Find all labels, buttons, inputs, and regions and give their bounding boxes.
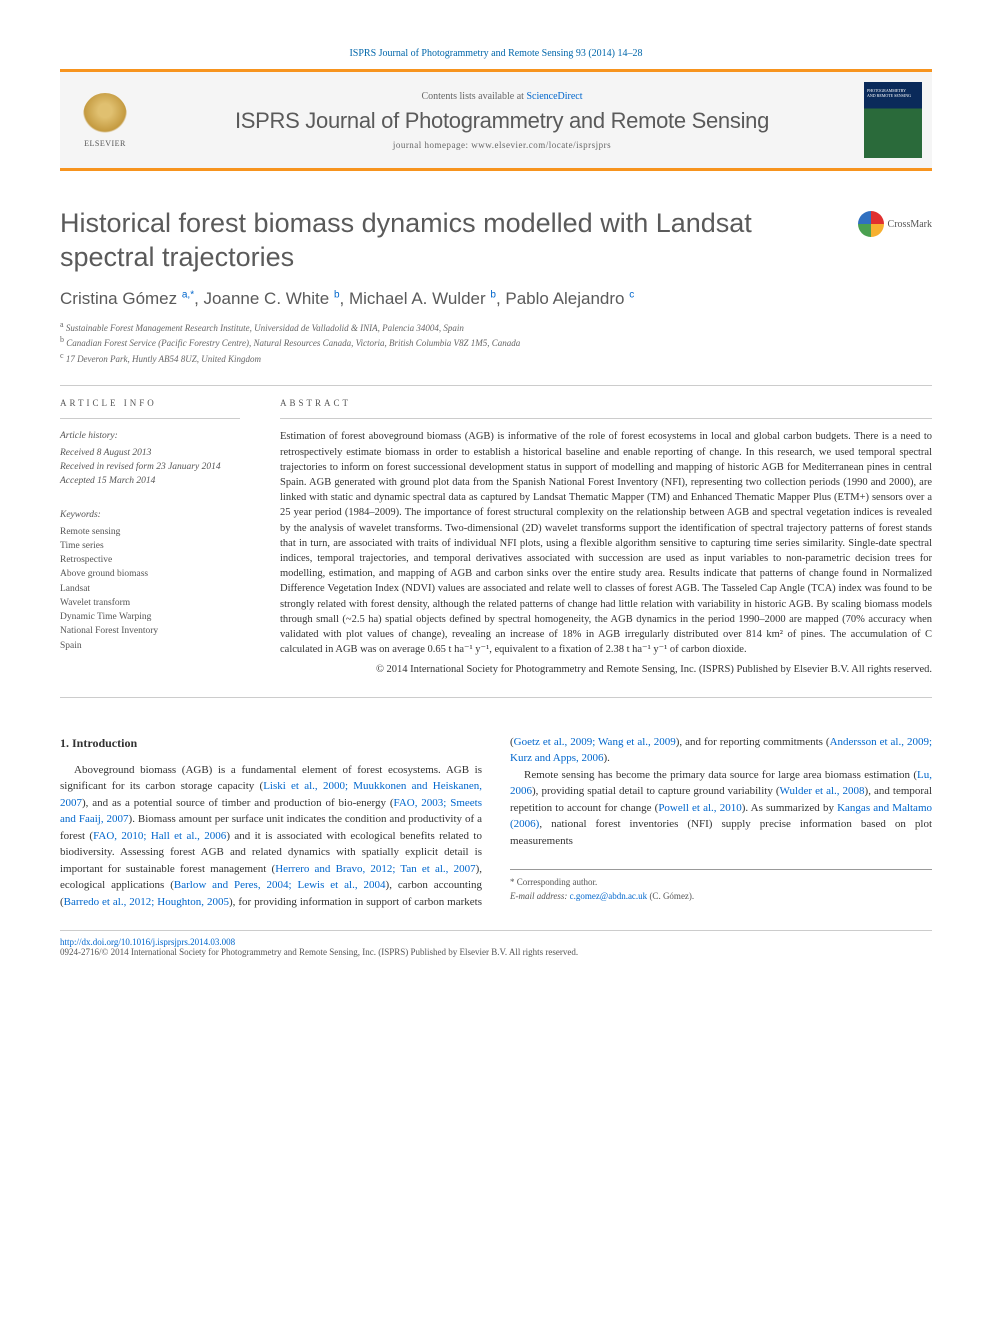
- journal-homepage: journal homepage: www.elsevier.com/locat…: [150, 140, 854, 150]
- corr-name: (C. Gómez).: [647, 891, 694, 901]
- body-text: ).: [604, 752, 610, 764]
- authors-line: Cristina Gómez a,*, Joanne C. White b, M…: [60, 289, 932, 309]
- crossmark-label: CrossMark: [888, 219, 932, 230]
- corr-label: * Corresponding author.: [510, 876, 932, 890]
- section-heading: 1. Introduction: [60, 734, 482, 752]
- keywords-label: Keywords:: [60, 508, 240, 522]
- elsevier-tree-icon: [83, 93, 127, 137]
- citation-link[interactable]: Powell et al., 2010: [658, 802, 741, 814]
- contents-text: Contents lists available at: [421, 91, 526, 102]
- citation-link[interactable]: Barredo et al., 2012; Houghton, 2005: [64, 896, 229, 908]
- abstract-text: Estimation of forest aboveground biomass…: [280, 429, 932, 657]
- copyright-line: © 2014 International Society for Photogr…: [280, 662, 932, 677]
- sciencedirect-link[interactable]: ScienceDirect: [526, 91, 582, 102]
- body-text: ), and for reporting commitments (: [676, 736, 830, 748]
- divider: [60, 385, 932, 386]
- citation-link[interactable]: Herrero and Bravo, 2012; Tan et al., 200…: [275, 863, 475, 875]
- divider: [280, 418, 932, 419]
- article-history: Article history: Received 8 August 2013 …: [60, 429, 240, 488]
- body-paragraph: Remote sensing has become the primary da…: [510, 767, 932, 850]
- body-text: ). As summarized by: [742, 802, 837, 814]
- divider: [60, 418, 240, 419]
- email-link[interactable]: c.gomez@abdn.ac.uk: [570, 891, 648, 901]
- history-revised: Received in revised form 23 January 2014: [60, 462, 221, 472]
- elsevier-label: ELSEVIER: [84, 139, 126, 148]
- issn-line: 0924-2716/© 2014 International Society f…: [60, 947, 578, 957]
- history-accepted: Accepted 15 March 2014: [60, 476, 155, 486]
- contents-available: Contents lists available at ScienceDirec…: [150, 91, 854, 102]
- crossmark-badge[interactable]: CrossMark: [858, 211, 932, 237]
- email-label: E-mail address:: [510, 891, 570, 901]
- corresponding-author: * Corresponding author. E-mail address: …: [510, 869, 932, 903]
- journal-cover-thumb[interactable]: [864, 82, 922, 158]
- homepage-url[interactable]: www.elsevier.com/locate/isprsjprs: [471, 140, 611, 150]
- article-info-label: ARTICLE INFO: [60, 398, 240, 408]
- affiliations: a Sustainable Forest Management Research…: [60, 319, 932, 366]
- elsevier-logo[interactable]: ELSEVIER: [70, 85, 140, 155]
- doi-link[interactable]: http://dx.doi.org/10.1016/j.isprsjprs.20…: [60, 937, 235, 947]
- divider: [60, 697, 932, 698]
- body-text: ), providing spatial detail to capture g…: [532, 785, 780, 797]
- citation-link[interactable]: Wulder et al., 2008: [780, 785, 865, 797]
- journal-header: ELSEVIER Contents lists available at Sci…: [60, 69, 932, 171]
- abstract-label: ABSTRACT: [280, 398, 932, 408]
- citation-link[interactable]: FAO, 2010; Hall et al., 2006: [93, 830, 226, 842]
- page-footer: http://dx.doi.org/10.1016/j.isprsjprs.20…: [60, 930, 932, 957]
- crossmark-icon: [858, 211, 884, 237]
- history-label: Article history:: [60, 429, 240, 443]
- journal-reference: ISPRS Journal of Photogrammetry and Remo…: [60, 48, 932, 59]
- citation-link[interactable]: Barlow and Peres, 2004; Lewis et al., 20…: [174, 879, 386, 891]
- journal-name: ISPRS Journal of Photogrammetry and Remo…: [150, 108, 854, 134]
- keywords: Keywords: Remote sensingTime seriesRetro…: [60, 508, 240, 653]
- keywords-list: Remote sensingTime seriesRetrospectiveAb…: [60, 527, 158, 651]
- homepage-label: journal homepage:: [393, 140, 471, 150]
- citation-link[interactable]: Goetz et al., 2009; Wang et al., 2009: [514, 736, 676, 748]
- body-text: Remote sensing has become the primary da…: [524, 769, 917, 781]
- history-received: Received 8 August 2013: [60, 448, 151, 458]
- article-title: Historical forest biomass dynamics model…: [60, 207, 838, 275]
- body-text: ), and as a potential source of timber a…: [82, 797, 394, 809]
- body-text: , national forest inventories (NFI) supp…: [510, 818, 932, 847]
